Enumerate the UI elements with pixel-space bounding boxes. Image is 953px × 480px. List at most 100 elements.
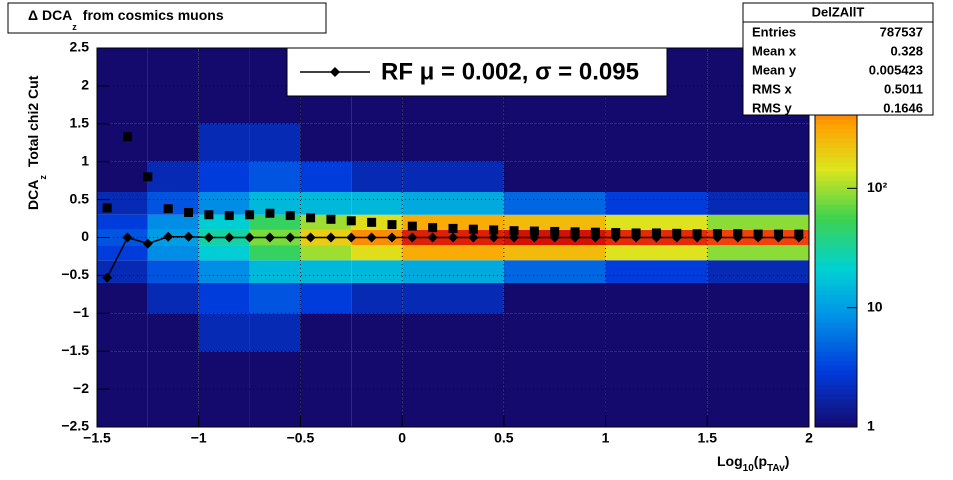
colorbar: 1 10 10² <box>814 47 888 434</box>
y-tick-label: −2.5 <box>61 418 89 434</box>
heat-cell <box>402 260 504 283</box>
stats-key: Mean x <box>752 43 797 58</box>
heat-cell <box>605 214 708 230</box>
heat-cell <box>198 282 250 314</box>
colorbar-step <box>815 313 857 319</box>
colorbar-step <box>815 228 857 234</box>
sigma-point <box>468 224 478 234</box>
stats-value: 0.005423 <box>869 62 923 77</box>
heat-cell <box>147 313 199 352</box>
sigma-point <box>448 223 458 233</box>
colorbar-step <box>815 303 857 310</box>
colorbar-step <box>815 185 857 191</box>
heat-cell <box>147 161 199 193</box>
sigma-point <box>387 220 397 230</box>
x-tick-label: −1 <box>191 430 207 446</box>
x-tick-label: 0 <box>398 430 406 446</box>
sigma-point <box>346 216 356 226</box>
heat-cell <box>503 161 606 193</box>
heat-cell <box>147 214 199 230</box>
heat-cell <box>97 313 148 352</box>
colorbar-step <box>815 194 857 201</box>
colorbar-step <box>815 161 857 167</box>
z-tick-label: 10² <box>867 179 888 195</box>
colorbar-step <box>815 242 857 248</box>
heat-cell <box>147 123 199 162</box>
y-tick-label: −1 <box>73 304 89 320</box>
heat-cell <box>198 245 250 261</box>
heat-cell <box>402 214 504 230</box>
colorbar-step <box>815 180 857 186</box>
heat-cell <box>249 282 301 314</box>
heat-cell <box>351 245 403 261</box>
colorbar-step <box>815 417 857 423</box>
heat-cell <box>198 161 250 193</box>
colorbar-step <box>815 270 857 276</box>
colorbar-step <box>815 299 857 305</box>
heat-cell <box>300 192 352 215</box>
sigma-point <box>184 207 194 217</box>
mean-point <box>122 232 133 243</box>
colorbar-step <box>815 360 857 366</box>
heat-cell <box>605 351 708 427</box>
heat-cell <box>605 282 708 314</box>
heat-cell <box>707 123 809 162</box>
colorbar-step <box>815 370 857 376</box>
heat-cell <box>249 313 301 352</box>
sigma-point <box>285 211 295 221</box>
heat-cell <box>351 351 403 427</box>
title-box <box>7 2 327 34</box>
heat-cell <box>97 123 148 162</box>
colorbar-step <box>815 138 857 144</box>
colorbar-step <box>815 384 857 390</box>
heat-cell <box>97 282 148 314</box>
heat-cell <box>503 282 606 314</box>
heat-cell <box>249 123 301 162</box>
colorbar-step <box>815 284 857 291</box>
mean-point <box>386 232 397 243</box>
legend-label: RF μ = 0.002, σ = 0.095 <box>381 58 639 85</box>
colorbar-step <box>815 322 857 329</box>
sigma-point <box>224 211 234 221</box>
mean-point <box>468 232 479 243</box>
y-tick-label: 1 <box>81 152 89 168</box>
x-tick-label: 1 <box>602 430 610 446</box>
colorbar-step <box>815 318 857 324</box>
colorbar-step <box>815 251 857 257</box>
mean-point <box>285 232 296 243</box>
sigma-point <box>550 226 560 236</box>
colorbar-step <box>815 171 857 177</box>
z-tick-label: 1 <box>867 418 875 434</box>
colorbar-step <box>815 365 857 371</box>
mean-point <box>427 232 438 243</box>
heat-cell <box>351 161 403 193</box>
y-tick-label: −1.5 <box>61 342 89 358</box>
stats-key: RMS x <box>752 81 793 96</box>
colorbar-step <box>815 237 857 243</box>
colorbar-step <box>815 204 857 210</box>
heat-cell <box>300 123 352 162</box>
colorbar-step <box>815 332 857 338</box>
colorbar-step <box>815 351 857 357</box>
heat-cell <box>605 192 708 215</box>
colorbar-step <box>815 374 857 381</box>
colorbar-step <box>815 408 857 414</box>
y-tick-label: −2 <box>73 380 89 396</box>
sigma-point <box>407 221 417 231</box>
heat-cell <box>707 214 809 230</box>
colorbar-step <box>815 123 857 130</box>
heat-cell <box>351 192 403 215</box>
colorbar-step <box>815 308 857 314</box>
sigma-point <box>509 226 519 236</box>
label-sub: TAv <box>767 463 785 474</box>
colorbar-step <box>815 119 857 125</box>
label-sub: 10 <box>743 463 755 474</box>
heat-cell <box>503 214 606 230</box>
stats-key: Mean y <box>752 62 797 77</box>
colorbar-step <box>815 114 857 120</box>
colorbar-step <box>815 232 857 238</box>
heat-cell <box>605 123 708 162</box>
colorbar-step <box>815 341 857 347</box>
mean-point <box>183 231 194 242</box>
sigma-point <box>428 223 438 233</box>
